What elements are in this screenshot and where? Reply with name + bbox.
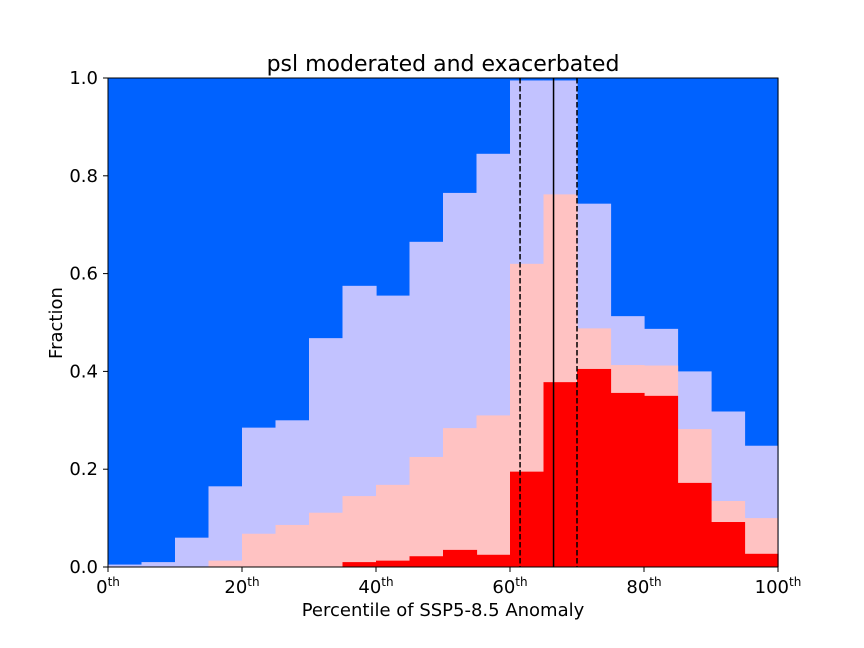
x-tick-label-3: 60th [492,575,527,598]
plot-area [107,77,779,568]
bar-series3-bin11 [476,554,511,567]
bar-series3-bin12 [510,471,521,567]
bar-series3-bin16 [610,392,645,567]
bar-series2-bin6 [309,512,344,567]
x-tick-label-4: 80th [626,575,661,598]
x-axis: 0th 20th 40th 60th 80th 100th [96,567,801,598]
bar-series3-bin20 [744,553,779,567]
bar-series2-bin4 [242,533,277,567]
x-tick-label-1: 20th [224,575,259,598]
x-tick-label-5: 100th [755,575,802,598]
x-tick-label-0: 0th [96,575,120,598]
x-axis-label: Percentile of SSP5-8.5 Anomaly [302,600,585,621]
bar-series3-bin19 [711,522,746,567]
bar-series2-bin12 [510,263,521,567]
bar-series3-bin13 [520,471,545,567]
bar-series3-bin17 [644,395,679,567]
y-tick-label-4: 0.8 [69,166,98,187]
bar-series0-bin1 [141,78,176,567]
bar-series3-bin10 [443,549,478,567]
bar-series1-bin1 [141,562,176,567]
bar-series3-bin18 [677,482,712,567]
bar-series3-bin7 [342,562,377,567]
bar-series2-bin10 [443,428,478,567]
bar-series3-bin8 [376,560,411,567]
chart-title: psl moderated and exacerbated [267,52,620,77]
bar-series0-bin3 [208,78,243,567]
bar-series1-bin2 [175,537,210,567]
y-tick-label-2: 0.4 [69,361,98,382]
bar-series2-bin5 [275,524,310,567]
bar-series2-bin3 [208,560,243,567]
y-axis: 0.0 0.2 0.4 0.6 0.8 1.0 [69,68,108,578]
y-tick-label-0: 0.0 [69,557,98,578]
plot-frame [107,77,779,568]
bar-series3-bin14 [543,382,578,567]
bar-series0-bin0 [108,78,143,567]
bar-series0-bin2 [175,78,210,567]
bar-series2-bin7 [342,496,377,567]
bar-series2-bin8 [376,484,411,567]
x-tick-label-2: 40th [358,575,393,598]
bar-series1-bin3 [208,486,243,567]
y-axis-label: Fraction [46,287,67,359]
y-tick-label-5: 1.0 [69,68,98,89]
bar-series3-bin9 [409,556,444,567]
y-tick-label-1: 0.2 [69,459,98,480]
y-tick-label-3: 0.6 [69,264,98,285]
bar-series2-bin11 [476,415,511,567]
bar-series1-bin0 [108,564,143,567]
bar-series2-bin9 [409,456,444,567]
bar-series3-bin15 [577,368,612,567]
